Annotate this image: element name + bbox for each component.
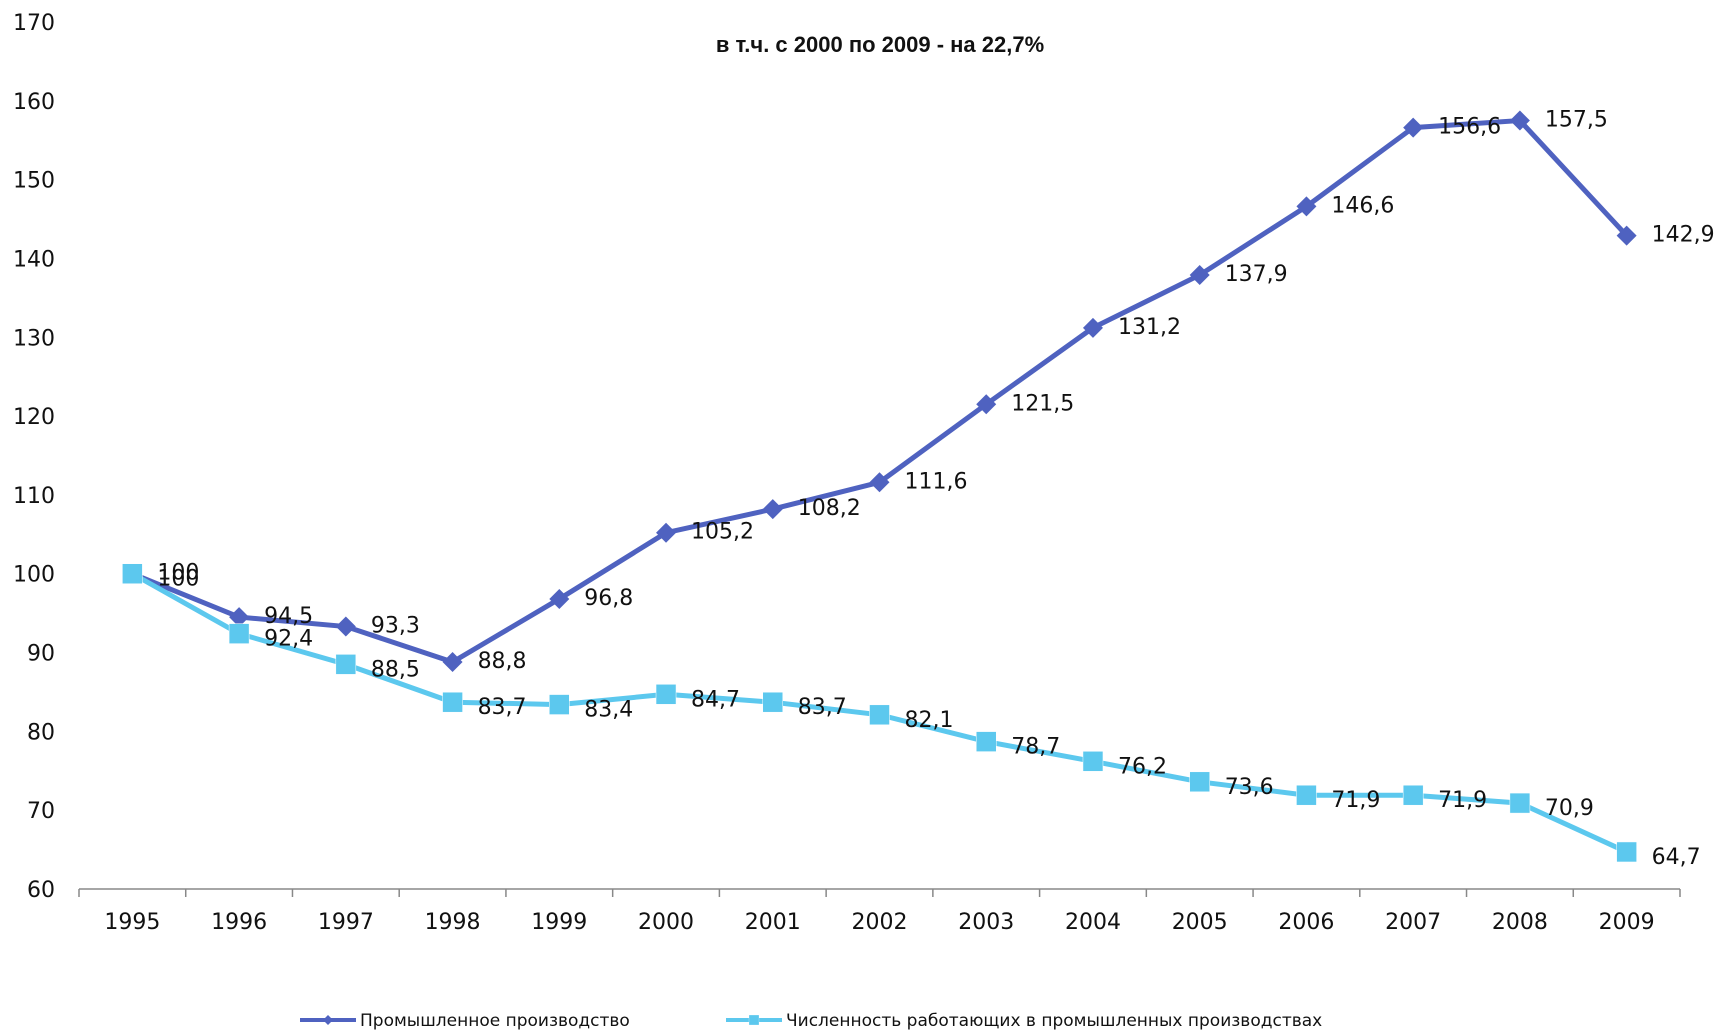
data-label: 92,4 (264, 627, 313, 652)
marker (1616, 841, 1637, 863)
marker (549, 588, 570, 609)
data-label: 88,5 (371, 657, 420, 682)
legend-item: Численность работающих в промышленных пр… (726, 1011, 1322, 1030)
x-tick-label: 2001 (745, 910, 801, 935)
x-tick-label: 2009 (1599, 910, 1655, 935)
data-label: 84,7 (691, 687, 740, 712)
marker (1509, 110, 1530, 131)
marker (976, 394, 997, 415)
marker (549, 694, 570, 715)
marker (1189, 265, 1210, 286)
marker (335, 654, 357, 675)
data-label: 146,6 (1331, 193, 1394, 218)
data-label: 71,9 (1331, 788, 1380, 813)
marker (869, 472, 890, 493)
marker (442, 652, 463, 673)
series-line (131, 117, 1629, 665)
data-label: 70,9 (1545, 796, 1594, 821)
marker (1403, 117, 1424, 138)
data-label: 76,2 (1118, 754, 1167, 779)
marker (1296, 784, 1317, 806)
y-tick-label: 110 (13, 484, 55, 509)
marker (1082, 751, 1104, 772)
data-label: 71,9 (1438, 788, 1487, 813)
marker (442, 691, 463, 713)
y-tick-label: 70 (27, 799, 55, 824)
x-tick-label: 2004 (1065, 910, 1121, 935)
marker (762, 691, 784, 713)
x-tick-label: 2003 (958, 910, 1014, 935)
marker (335, 616, 356, 637)
y-tick-label: 160 (13, 90, 55, 115)
data-label: 156,6 (1438, 115, 1501, 140)
marker (228, 623, 250, 644)
y-tick-label: 60 (27, 878, 55, 903)
data-label: 82,1 (905, 708, 954, 733)
marker (869, 704, 890, 726)
marker (1402, 784, 1424, 806)
x-tick-label: 1999 (531, 910, 587, 935)
y-tick-label: 90 (27, 642, 55, 667)
marker (975, 731, 997, 752)
data-label: 142,9 (1652, 223, 1715, 248)
y-tick-label: 100 (13, 563, 55, 588)
data-label: 83,7 (478, 695, 527, 720)
legend-label: Численность работающих в промышленных пр… (786, 1011, 1322, 1030)
data-label: 94,5 (264, 604, 313, 629)
data-label: 108,2 (798, 496, 861, 521)
y-tick-label: 130 (13, 326, 55, 351)
marker (762, 499, 783, 520)
data-label: 88,8 (478, 649, 527, 674)
y-tick-label: 150 (13, 169, 55, 194)
marker (655, 684, 677, 705)
data-label: 83,7 (798, 695, 847, 720)
legend-label: Промышленное производство (360, 1011, 630, 1030)
x-tick-label: 2006 (1278, 910, 1334, 935)
chart-title: в т.ч. с 2000 по 2009 - на 22,7% (716, 32, 1044, 57)
marker (229, 607, 250, 628)
data-label: 105,2 (691, 520, 754, 545)
marker (122, 563, 143, 584)
data-label: 93,3 (371, 614, 420, 639)
x-tick-label: 2002 (852, 910, 908, 935)
y-tick-label: 120 (13, 405, 55, 430)
data-label: 64,7 (1652, 845, 1701, 870)
legend-item: Промышленное производство (300, 1011, 630, 1030)
marker (656, 522, 677, 543)
marker (1509, 792, 1531, 814)
x-tick-label: 1996 (211, 910, 267, 935)
y-tick-label: 170 (13, 11, 55, 36)
marker (1082, 317, 1103, 338)
x-tick-label: 2008 (1492, 910, 1548, 935)
x-tick-label: 2007 (1385, 910, 1441, 935)
marker (748, 1014, 760, 1026)
data-label: 100 (157, 561, 199, 586)
marker (1616, 225, 1637, 246)
data-label: 137,9 (1225, 262, 1288, 287)
data-label: 157,5 (1545, 108, 1608, 133)
x-tick-label: 1995 (104, 910, 160, 935)
data-label: 78,7 (1011, 735, 1060, 760)
marker (1296, 196, 1317, 217)
y-tick-label: 80 (27, 720, 55, 745)
x-tick-label: 1997 (318, 910, 374, 935)
marker (1189, 771, 1210, 793)
x-tick-label: 2000 (638, 910, 694, 935)
data-label: 121,5 (1011, 391, 1074, 416)
data-label: 96,8 (584, 586, 633, 611)
y-tick-label: 140 (13, 247, 55, 272)
data-label: 100 (157, 567, 199, 592)
data-label: 131,2 (1118, 315, 1181, 340)
data-label: 73,6 (1225, 775, 1274, 800)
marker (323, 1015, 333, 1025)
x-tick-label: 1998 (425, 910, 481, 935)
data-label: 111,6 (905, 469, 968, 494)
x-tick-label: 2005 (1172, 910, 1228, 935)
data-label: 83,4 (584, 698, 633, 723)
